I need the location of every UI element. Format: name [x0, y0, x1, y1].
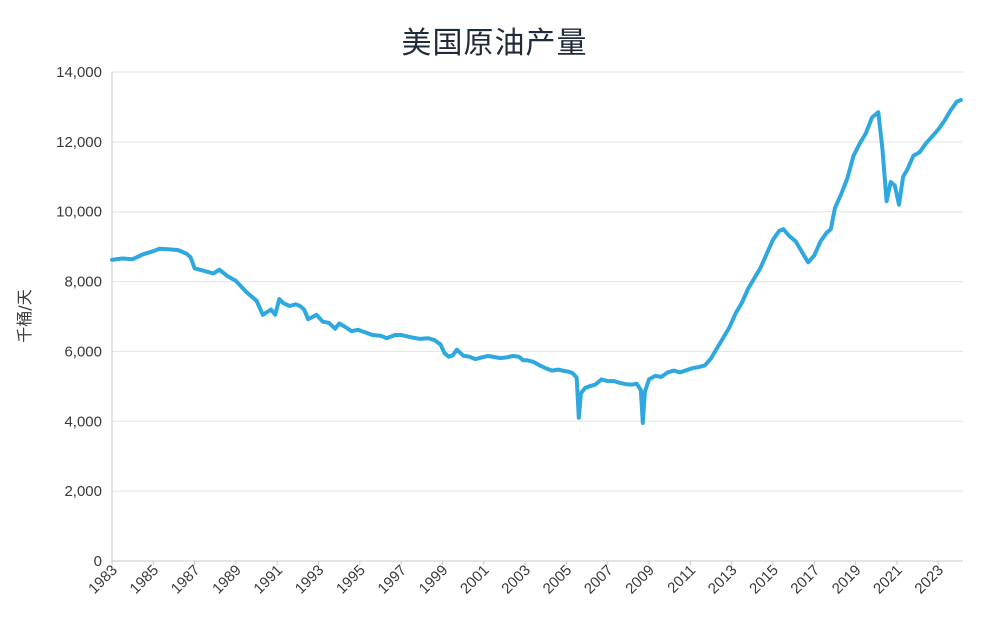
x-tick-label: 1991: [250, 562, 286, 598]
x-tick-label: 2005: [540, 562, 576, 598]
x-tick-label: 1983: [85, 562, 121, 598]
x-tick-label: 2001: [457, 562, 493, 598]
x-tick-label: 1985: [127, 562, 163, 598]
x-tick-label: 1995: [333, 562, 369, 598]
x-tick-label: 2003: [498, 562, 534, 598]
x-tick-label: 1997: [374, 562, 410, 598]
x-tick-label: 2023: [911, 562, 947, 598]
y-axis: 0 2,000 4,000 6,000 8,000 10,000 12,000 14,000: [56, 64, 113, 570]
x-tick-label: 2011: [664, 562, 699, 597]
y-tick-label: 4,000: [64, 413, 102, 430]
x-tick-label: 1987: [168, 562, 204, 598]
gridlines: [112, 71, 963, 492]
series-line: [110, 97, 963, 425]
x-tick-label: 2017: [787, 562, 823, 598]
y-axis-title: 千桶/天: [15, 289, 34, 342]
x-tick-label: 2013: [705, 562, 741, 598]
y-tick-label: 6,000: [64, 343, 102, 360]
x-tick-label: 1993: [292, 562, 328, 598]
y-tick-label: 12,000: [56, 134, 102, 151]
x-tick-label: 2009: [622, 562, 658, 598]
y-tick-label: 10,000: [56, 204, 102, 221]
x-tick-label: 2019: [829, 562, 865, 598]
x-tick-label: 1999: [416, 562, 452, 598]
y-tick-label: 0: [94, 553, 102, 570]
x-tick-label: 2015: [746, 562, 782, 598]
chart-title: 美国原油产量: [401, 26, 588, 61]
y-tick-label: 14,000: [56, 64, 102, 81]
x-axis: 1983 1985 1987 1989 1991 1993 1995 1997 1999 2001…: [85, 560, 963, 598]
x-tick-label: 2007: [581, 562, 617, 598]
y-tick-label: 2,000: [64, 483, 102, 500]
y-tick-label: 8,000: [64, 274, 102, 291]
x-tick-label: 1989: [209, 562, 245, 598]
x-tick-label: 2021: [870, 562, 906, 598]
series-layer: [110, 97, 963, 425]
